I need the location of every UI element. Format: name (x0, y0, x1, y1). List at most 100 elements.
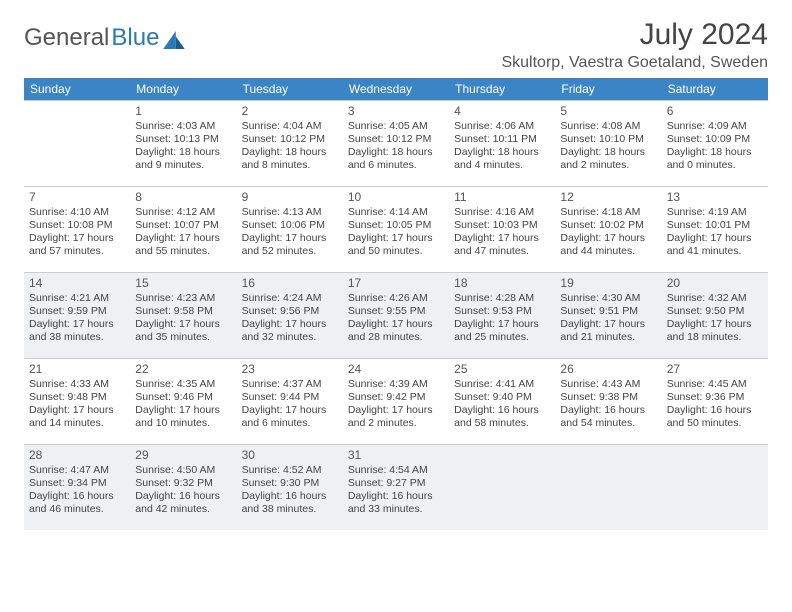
day-info: Sunrise: 4:23 AM Sunset: 9:58 PM Dayligh… (135, 292, 231, 345)
calendar-cell: 25Sunrise: 4:41 AM Sunset: 9:40 PM Dayli… (449, 358, 555, 444)
day-number: 26 (560, 362, 656, 377)
day-info: Sunrise: 4:16 AM Sunset: 10:03 PM Daylig… (454, 206, 550, 259)
weekday-header: Friday (555, 78, 661, 100)
day-number: 29 (135, 448, 231, 463)
day-number: 25 (454, 362, 550, 377)
day-number: 23 (242, 362, 338, 377)
calendar-cell: 13Sunrise: 4:19 AM Sunset: 10:01 PM Dayl… (662, 186, 768, 272)
calendar-cell: 17Sunrise: 4:26 AM Sunset: 9:55 PM Dayli… (343, 272, 449, 358)
logo-triangle-icon (163, 28, 185, 48)
weekday-header: Tuesday (237, 78, 343, 100)
day-info: Sunrise: 4:21 AM Sunset: 9:59 PM Dayligh… (29, 292, 125, 345)
calendar-cell: 8Sunrise: 4:12 AM Sunset: 10:07 PM Dayli… (130, 186, 236, 272)
weekday-header: Monday (130, 78, 236, 100)
day-info: Sunrise: 4:18 AM Sunset: 10:02 PM Daylig… (560, 206, 656, 259)
calendar-cell: 18Sunrise: 4:28 AM Sunset: 9:53 PM Dayli… (449, 272, 555, 358)
calendar-cell: 15Sunrise: 4:23 AM Sunset: 9:58 PM Dayli… (130, 272, 236, 358)
calendar-cell: 6Sunrise: 4:09 AM Sunset: 10:09 PM Dayli… (662, 100, 768, 186)
day-number: 31 (348, 448, 444, 463)
day-info: Sunrise: 4:09 AM Sunset: 10:09 PM Daylig… (667, 120, 763, 173)
calendar-cell-empty (662, 444, 768, 530)
calendar-cell: 14Sunrise: 4:21 AM Sunset: 9:59 PM Dayli… (24, 272, 130, 358)
day-number: 24 (348, 362, 444, 377)
day-number: 4 (454, 104, 550, 119)
day-number: 7 (29, 190, 125, 205)
day-number: 2 (242, 104, 338, 119)
day-info: Sunrise: 4:08 AM Sunset: 10:10 PM Daylig… (560, 120, 656, 173)
calendar-cell: 23Sunrise: 4:37 AM Sunset: 9:44 PM Dayli… (237, 358, 343, 444)
day-info: Sunrise: 4:37 AM Sunset: 9:44 PM Dayligh… (242, 378, 338, 431)
day-info: Sunrise: 4:50 AM Sunset: 9:32 PM Dayligh… (135, 464, 231, 517)
calendar-cell-empty (24, 100, 130, 186)
day-number: 22 (135, 362, 231, 377)
calendar-cell: 21Sunrise: 4:33 AM Sunset: 9:48 PM Dayli… (24, 358, 130, 444)
calendar-cell: 11Sunrise: 4:16 AM Sunset: 10:03 PM Dayl… (449, 186, 555, 272)
calendar-cell: 5Sunrise: 4:08 AM Sunset: 10:10 PM Dayli… (555, 100, 661, 186)
day-info: Sunrise: 4:10 AM Sunset: 10:08 PM Daylig… (29, 206, 125, 259)
calendar-cell: 4Sunrise: 4:06 AM Sunset: 10:11 PM Dayli… (449, 100, 555, 186)
calendar-cell: 2Sunrise: 4:04 AM Sunset: 10:12 PM Dayli… (237, 100, 343, 186)
day-number: 11 (454, 190, 550, 205)
day-info: Sunrise: 4:03 AM Sunset: 10:13 PM Daylig… (135, 120, 231, 173)
day-info: Sunrise: 4:24 AM Sunset: 9:56 PM Dayligh… (242, 292, 338, 345)
calendar-cell: 10Sunrise: 4:14 AM Sunset: 10:05 PM Dayl… (343, 186, 449, 272)
day-number: 13 (667, 190, 763, 205)
day-info: Sunrise: 4:52 AM Sunset: 9:30 PM Dayligh… (242, 464, 338, 517)
day-number: 14 (29, 276, 125, 291)
day-number: 19 (560, 276, 656, 291)
calendar-cell: 12Sunrise: 4:18 AM Sunset: 10:02 PM Dayl… (555, 186, 661, 272)
weekday-header: Saturday (662, 78, 768, 100)
calendar-cell: 1Sunrise: 4:03 AM Sunset: 10:13 PM Dayli… (130, 100, 236, 186)
title-block: July 2024 Skultorp, Vaestra Goetaland, S… (501, 18, 768, 72)
day-info: Sunrise: 4:26 AM Sunset: 9:55 PM Dayligh… (348, 292, 444, 345)
location: Skultorp, Vaestra Goetaland, Sweden (501, 54, 768, 72)
calendar-cell: 28Sunrise: 4:47 AM Sunset: 9:34 PM Dayli… (24, 444, 130, 530)
calendar-cell: 20Sunrise: 4:32 AM Sunset: 9:50 PM Dayli… (662, 272, 768, 358)
day-info: Sunrise: 4:45 AM Sunset: 9:36 PM Dayligh… (667, 378, 763, 431)
calendar-cell: 30Sunrise: 4:52 AM Sunset: 9:30 PM Dayli… (237, 444, 343, 530)
day-info: Sunrise: 4:13 AM Sunset: 10:06 PM Daylig… (242, 206, 338, 259)
day-info: Sunrise: 4:28 AM Sunset: 9:53 PM Dayligh… (454, 292, 550, 345)
day-info: Sunrise: 4:35 AM Sunset: 9:46 PM Dayligh… (135, 378, 231, 431)
day-number: 10 (348, 190, 444, 205)
calendar-cell: 24Sunrise: 4:39 AM Sunset: 9:42 PM Dayli… (343, 358, 449, 444)
day-number: 30 (242, 448, 338, 463)
day-number: 8 (135, 190, 231, 205)
calendar-cell: 26Sunrise: 4:43 AM Sunset: 9:38 PM Dayli… (555, 358, 661, 444)
brand-part2: Blue (111, 24, 159, 52)
weekday-header: Wednesday (343, 78, 449, 100)
day-info: Sunrise: 4:14 AM Sunset: 10:05 PM Daylig… (348, 206, 444, 259)
day-info: Sunrise: 4:43 AM Sunset: 9:38 PM Dayligh… (560, 378, 656, 431)
calendar-cell: 9Sunrise: 4:13 AM Sunset: 10:06 PM Dayli… (237, 186, 343, 272)
day-number: 28 (29, 448, 125, 463)
weekday-header: Thursday (449, 78, 555, 100)
brand-logo: GeneralBlue (24, 24, 185, 52)
day-info: Sunrise: 4:39 AM Sunset: 9:42 PM Dayligh… (348, 378, 444, 431)
day-info: Sunrise: 4:54 AM Sunset: 9:27 PM Dayligh… (348, 464, 444, 517)
day-number: 5 (560, 104, 656, 119)
day-info: Sunrise: 4:05 AM Sunset: 10:12 PM Daylig… (348, 120, 444, 173)
day-info: Sunrise: 4:12 AM Sunset: 10:07 PM Daylig… (135, 206, 231, 259)
calendar-cell: 3Sunrise: 4:05 AM Sunset: 10:12 PM Dayli… (343, 100, 449, 186)
brand-part1: General (24, 24, 109, 52)
weekday-header: Sunday (24, 78, 130, 100)
day-number: 20 (667, 276, 763, 291)
day-info: Sunrise: 4:19 AM Sunset: 10:01 PM Daylig… (667, 206, 763, 259)
day-info: Sunrise: 4:30 AM Sunset: 9:51 PM Dayligh… (560, 292, 656, 345)
calendar-grid: SundayMondayTuesdayWednesdayThursdayFrid… (24, 78, 768, 530)
day-info: Sunrise: 4:04 AM Sunset: 10:12 PM Daylig… (242, 120, 338, 173)
calendar-cell: 31Sunrise: 4:54 AM Sunset: 9:27 PM Dayli… (343, 444, 449, 530)
calendar-cell: 7Sunrise: 4:10 AM Sunset: 10:08 PM Dayli… (24, 186, 130, 272)
calendar-cell: 29Sunrise: 4:50 AM Sunset: 9:32 PM Dayli… (130, 444, 236, 530)
day-info: Sunrise: 4:33 AM Sunset: 9:48 PM Dayligh… (29, 378, 125, 431)
day-number: 12 (560, 190, 656, 205)
calendar-cell-empty (449, 444, 555, 530)
day-info: Sunrise: 4:32 AM Sunset: 9:50 PM Dayligh… (667, 292, 763, 345)
day-number: 6 (667, 104, 763, 119)
calendar-cell: 22Sunrise: 4:35 AM Sunset: 9:46 PM Dayli… (130, 358, 236, 444)
header: GeneralBlue July 2024 Skultorp, Vaestra … (24, 18, 768, 72)
month-title: July 2024 (501, 18, 768, 52)
day-number: 9 (242, 190, 338, 205)
day-number: 1 (135, 104, 231, 119)
day-number: 18 (454, 276, 550, 291)
